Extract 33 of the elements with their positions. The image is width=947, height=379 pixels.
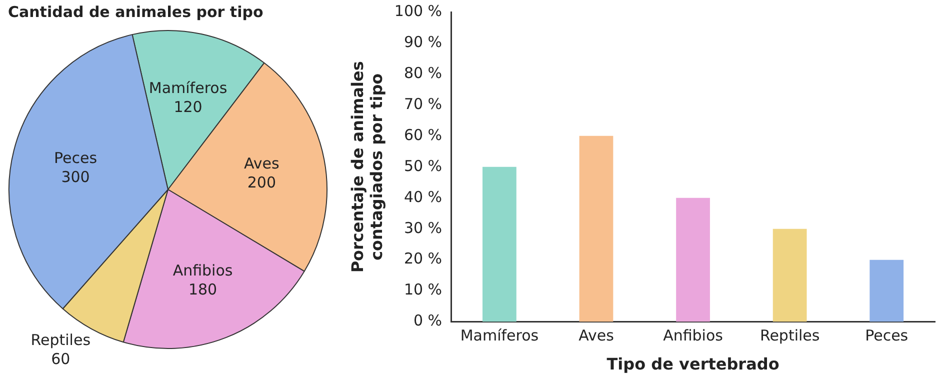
y-tick-label: 50 % bbox=[404, 156, 442, 175]
bar bbox=[772, 228, 807, 322]
y-tick-label: 80 % bbox=[404, 64, 442, 82]
chart-title: Cantidad de animales por tipo bbox=[8, 2, 264, 21]
x-axis-title: Tipo de vertebrado bbox=[606, 354, 780, 374]
x-tick-label: Anfibios bbox=[663, 326, 724, 345]
y-tick-label: 90 % bbox=[404, 32, 442, 51]
slice-label: Mamíferos bbox=[148, 79, 228, 98]
data-label: 300 bbox=[61, 168, 90, 186]
slice-label: Anfibios bbox=[172, 261, 233, 280]
y-tick-label: 0 % bbox=[413, 312, 442, 330]
data-label: 60 bbox=[51, 350, 70, 368]
y-tick-label: 60 % bbox=[404, 126, 442, 144]
y-tick-label: 20 % bbox=[404, 250, 442, 268]
x-tick-label: Aves bbox=[578, 326, 614, 345]
y-tick-label: 70 % bbox=[404, 94, 442, 113]
x-tick-label: Peces bbox=[865, 326, 908, 345]
y-tick-label: 10 % bbox=[404, 280, 442, 299]
bar bbox=[579, 136, 614, 322]
bar bbox=[870, 260, 904, 322]
data-label: 120 bbox=[174, 98, 202, 116]
slice-label: Aves bbox=[244, 154, 280, 172]
x-tick-label: Mamíferos bbox=[460, 326, 539, 345]
bar bbox=[482, 166, 516, 322]
y-tick-label: 100 % bbox=[394, 2, 442, 20]
y-axis-title: Porcentaje de animales contagiados por tipo bbox=[348, 61, 386, 273]
bar bbox=[676, 198, 710, 322]
data-label: 200 bbox=[247, 173, 276, 192]
x-tick-label: Reptiles bbox=[760, 326, 820, 345]
data-label: 180 bbox=[188, 280, 218, 298]
y-tick-label: 30 % bbox=[404, 218, 442, 237]
y-tick-label: 40 % bbox=[404, 188, 442, 206]
slice-label: Peces bbox=[54, 149, 98, 168]
